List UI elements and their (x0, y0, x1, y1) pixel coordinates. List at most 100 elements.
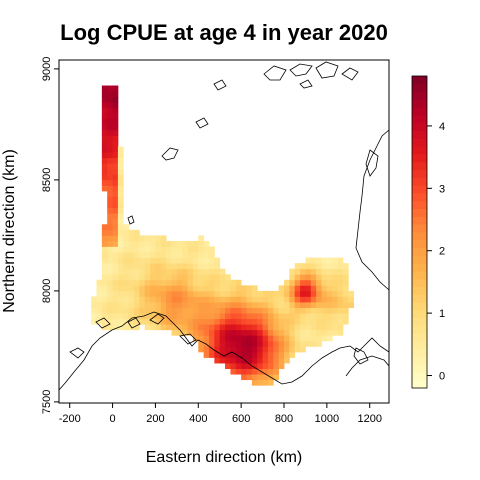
heatmap-cell (112, 296, 119, 303)
legend-color-step (412, 83, 427, 92)
x-tick-label: -200 (59, 413, 81, 425)
heatmap-cell (289, 290, 296, 297)
heatmap-cell (134, 307, 140, 314)
heatmap-cell (241, 351, 247, 358)
heatmap-cell (257, 318, 263, 325)
heatmap-cell (112, 246, 119, 253)
heatmap-cell (112, 290, 119, 297)
heatmap-cell (273, 329, 280, 336)
heatmap-cell (289, 279, 296, 286)
heatmap-cell (101, 224, 108, 231)
heatmap-cell (139, 252, 146, 258)
heatmap-cell (198, 335, 205, 342)
legend-color-step (412, 271, 427, 280)
legend-color-step (412, 146, 427, 155)
heatmap-cell (241, 324, 247, 331)
heatmap-cell (214, 329, 221, 336)
heatmap-cell (310, 340, 317, 347)
heatmap-cell (225, 335, 231, 342)
heatmap-cell (112, 174, 119, 181)
x-tick-label: 800 (275, 413, 293, 425)
heatmap-cell (101, 313, 108, 320)
heatmap-cell (326, 274, 333, 281)
heatmap-cell (241, 346, 247, 353)
heatmap-cell (160, 252, 167, 258)
heatmap-cell (112, 152, 119, 159)
heatmap-cell (321, 290, 328, 297)
heatmap-cell (251, 307, 258, 314)
plot-frame (58, 59, 390, 404)
heatmap-cell (144, 268, 151, 275)
heatmap-cell (107, 185, 113, 192)
heatmap-cell (230, 335, 237, 342)
heatmap-cell (225, 346, 231, 353)
heatmap-cell (278, 363, 285, 369)
heatmap-cell (251, 301, 258, 308)
heatmap-cell (284, 313, 290, 320)
heatmap-cell (342, 290, 349, 297)
heatmap-cell (187, 313, 194, 320)
heatmap-cell (144, 263, 151, 270)
heatmap-cell (246, 351, 253, 358)
coastline-path (195, 117, 209, 129)
heatmap-cell (128, 318, 135, 325)
legend-color-step (412, 317, 427, 326)
coastline-path (345, 355, 390, 377)
heatmap-cell (316, 324, 322, 331)
heatmap-cell (305, 324, 312, 331)
heatmap-cell (209, 307, 215, 314)
heatmap-cell (257, 346, 263, 353)
heatmap-cell (176, 252, 183, 258)
heatmap-cell (107, 257, 113, 264)
heatmap-cell (101, 252, 108, 258)
heatmap-cell (112, 307, 119, 314)
heatmap-cell (96, 285, 103, 292)
x-axis-label: Eastern direction (km) (146, 449, 303, 466)
heatmap-cell (289, 340, 296, 347)
legend-color-step (412, 76, 427, 85)
legend-color-step (412, 200, 427, 209)
heatmap-cell (214, 307, 221, 314)
heatmap-cell (160, 279, 167, 286)
heatmap-cell (134, 274, 140, 281)
heatmap-cell (246, 340, 253, 347)
heatmap-cell (316, 340, 322, 347)
heatmap-cell (257, 357, 263, 364)
heatmap-cell (112, 218, 119, 225)
heatmap-cell (139, 301, 146, 308)
heatmap-cell (310, 274, 317, 281)
heatmap-cell (107, 301, 113, 308)
heatmap-cell (225, 318, 231, 325)
heatmap-cell (166, 307, 172, 314)
heatmap-cell (241, 357, 247, 364)
heatmap-cell (235, 368, 242, 375)
heatmap-cell (209, 335, 215, 342)
legend-color-step (412, 216, 427, 225)
heatmap-cell (117, 146, 124, 153)
heatmap-cell (203, 240, 210, 247)
heatmap-cell (332, 257, 338, 264)
heatmap-cell (241, 285, 247, 292)
heatmap-cell (251, 374, 258, 381)
heatmap-cell (294, 318, 301, 325)
heatmap-cell (198, 279, 205, 286)
heatmap-cell (321, 279, 328, 286)
heatmap-cell (209, 279, 215, 286)
heatmap-cell (284, 318, 290, 325)
heatmap-cell (96, 313, 103, 320)
heatmap-cell (117, 224, 124, 231)
heatmap-cell (209, 263, 215, 270)
heatmap-cell (284, 279, 290, 286)
heatmap-cell (348, 296, 355, 303)
heatmap-cell (219, 279, 226, 286)
heatmap-cell (117, 179, 124, 186)
heatmap-cell (342, 307, 349, 314)
heatmap-cell (187, 268, 194, 275)
heatmap-cell (300, 346, 306, 353)
heatmap-cell (166, 285, 172, 292)
heatmap-cell (219, 357, 226, 364)
heatmap-cell (182, 279, 188, 286)
heatmap-cell (241, 329, 247, 336)
heatmap-cell (305, 285, 312, 292)
heatmap-cell (107, 229, 113, 236)
